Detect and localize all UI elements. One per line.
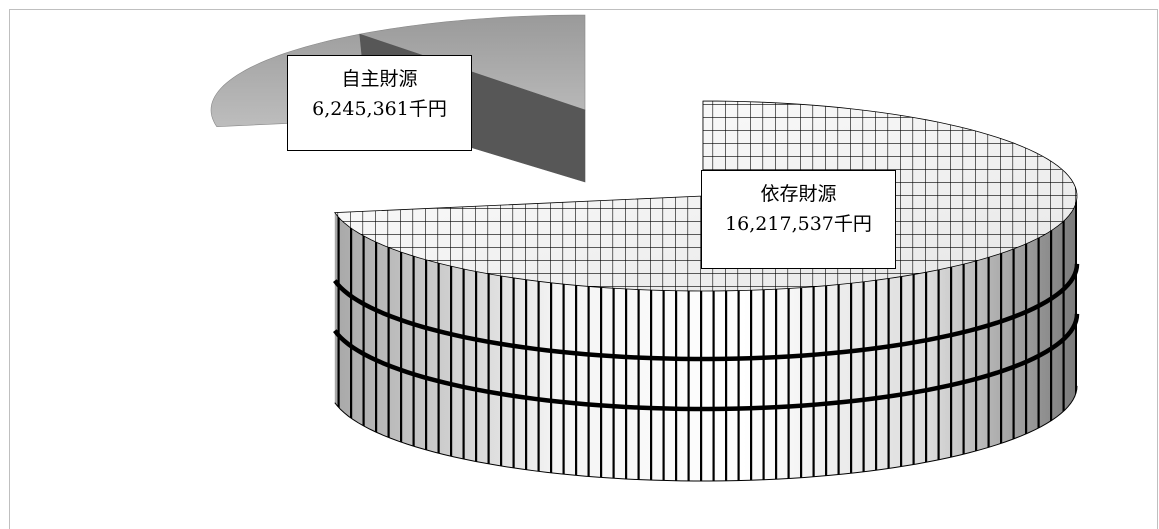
slice-name-dependent: 依存財源	[760, 183, 837, 205]
chart-frame	[9, 9, 1158, 529]
pie-side-band-1	[333, 263, 1080, 362]
pie-side-bottom-edge	[334, 385, 1078, 482]
pie-side-band-2	[333, 313, 1080, 412]
pie-chart-3d	[210, 14, 1080, 482]
slice-name-own: 自主財源	[341, 68, 418, 90]
pie-slice-dependent-side-stripes	[334, 195, 1077, 481]
slice-value-dependent: 16,217,537千円	[725, 213, 872, 235]
data-label-dependent-revenue: 依存財源 16,217,537千円	[701, 170, 896, 269]
data-label-own-revenue: 自主財源 6,245,361千円	[287, 55, 472, 151]
pie-slice-dependent-revenue	[333, 100, 1080, 482]
slice-value-own: 6,245,361千円	[312, 98, 447, 120]
